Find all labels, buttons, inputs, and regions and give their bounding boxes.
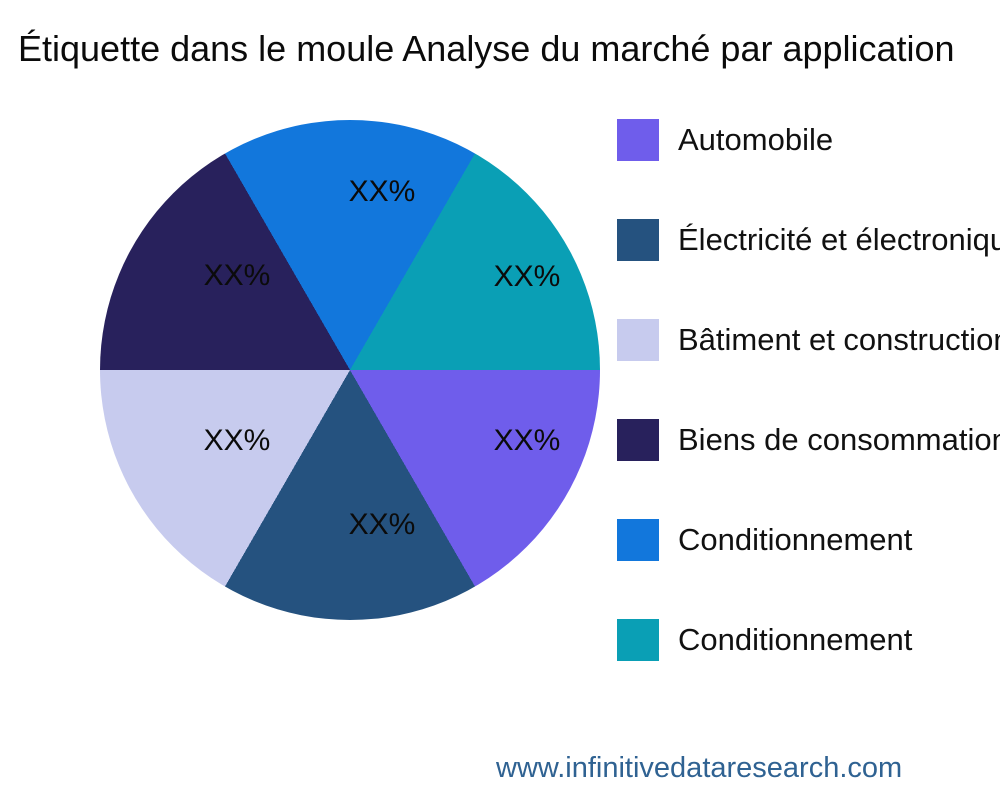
legend-item-electricite: Électricité et électronique xyxy=(617,190,1000,290)
legend-swatch-electricite xyxy=(617,219,659,261)
legend-label: Biens de consommation xyxy=(678,422,1000,457)
legend-item-conditionnement-2: Conditionnement xyxy=(617,590,1000,690)
legend-item-batiment: Bâtiment et construction xyxy=(617,290,1000,390)
legend-item-conditionnement-1: Conditionnement xyxy=(617,490,1000,590)
legend-swatch-conditionnement-2 xyxy=(617,619,659,661)
slice-value-label-automobile: XX% xyxy=(493,424,561,457)
legend-swatch-automobile xyxy=(617,119,659,161)
legend-item-automobile: Automobile xyxy=(617,90,1000,190)
legend-label: Automobile xyxy=(678,122,834,157)
slice-value-label-conditionnement-2: XX% xyxy=(493,260,561,293)
slice-value-label-batiment: XX% xyxy=(203,424,271,457)
website-url: www.infinitivedataresearch.com xyxy=(496,752,903,784)
legend-label: Conditionnement xyxy=(678,522,913,557)
legend-label: Conditionnement xyxy=(678,622,913,657)
slice-value-label-biens: XX% xyxy=(203,259,271,292)
slice-value-label-conditionnement-1: XX% xyxy=(348,175,416,208)
legend-label: Bâtiment et construction xyxy=(678,322,1000,357)
legend-label: Électricité et électronique xyxy=(678,222,1000,257)
legend-swatch-biens xyxy=(617,419,659,461)
legend-item-biens: Biens de consommation xyxy=(617,390,1000,490)
pie-chart xyxy=(100,120,600,620)
legend: Automobile Électricité et électronique B… xyxy=(617,90,1000,690)
chart-title: Étiquette dans le moule Analyse du march… xyxy=(18,28,955,69)
legend-swatch-conditionnement-1 xyxy=(617,519,659,561)
slice-value-label-electricite: XX% xyxy=(348,508,416,541)
legend-swatch-batiment xyxy=(617,319,659,361)
